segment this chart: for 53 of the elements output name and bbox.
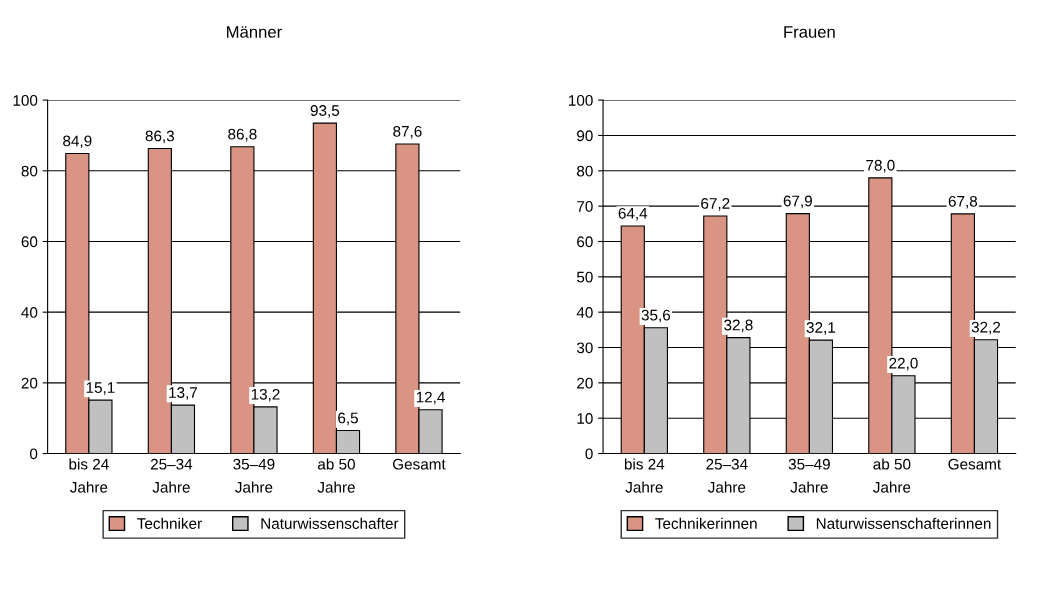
y-tick-label: 100 (13, 95, 38, 106)
y-tick-label: 20 (21, 377, 38, 389)
data-label: 67,2 (701, 198, 730, 211)
data-label: 64,4 (618, 207, 648, 221)
y-tick-label: 90 (577, 130, 593, 142)
x-tick-label: ab 50 Jahre (873, 458, 911, 493)
data-label: 93,5 (310, 105, 340, 118)
data-label: 22,0 (889, 357, 918, 371)
data-label: 87,6 (393, 125, 422, 139)
x-tick-label: bis 24 Jahre (624, 458, 665, 493)
data-label: 6,5 (338, 412, 358, 426)
x-tick-label: ab 50 Jahre (317, 458, 355, 493)
chart-title: Frauen (784, 26, 835, 38)
y-tick-label: 60 (577, 236, 593, 248)
data-label: 35,6 (641, 309, 671, 323)
data-label: 67,9 (783, 195, 812, 209)
data-label: 32,2 (971, 321, 1001, 335)
data-label: 13,7 (169, 387, 198, 400)
data-label: 13,2 (251, 388, 280, 402)
legend-label: Naturwissenschafter (261, 517, 399, 529)
legend-label: Technikerinnen (655, 517, 757, 529)
data-label: 32,8 (724, 319, 753, 333)
x-tick-label: Gesamt (392, 458, 446, 470)
x-tick-label: 35–49 Jahre (788, 458, 830, 493)
y-tick-label: 80 (21, 165, 38, 177)
y-tick-label: 0 (29, 448, 38, 460)
y-tick-label: 20 (577, 377, 593, 389)
y-tick-label: 60 (21, 236, 38, 248)
y-tick-label: 0 (585, 448, 593, 460)
data-label: 86,3 (145, 130, 175, 144)
data-label: 78,0 (866, 159, 895, 173)
y-tick-label: 50 (576, 271, 593, 283)
data-label: 12,4 (416, 391, 445, 405)
x-tick-label: 25–34 Jahre (706, 458, 748, 493)
data-label: 86,8 (228, 128, 257, 142)
y-tick-label: 100 (569, 95, 593, 106)
x-tick-label: bis 24 Jahre (69, 458, 109, 493)
y-tick-label: 40 (576, 307, 593, 318)
data-label: 84,9 (63, 135, 92, 149)
chart-title: Männer (227, 26, 282, 38)
data-label: 32,1 (806, 322, 836, 335)
legend-label: Techniker (137, 517, 202, 529)
data-label: 67,8 (948, 195, 978, 209)
data-label: 15,1 (86, 382, 115, 395)
x-tick-label: 25–34 Jahre (150, 458, 193, 493)
y-tick-label: 70 (577, 201, 593, 212)
y-tick-label: 10 (577, 413, 593, 424)
y-tick-label: 30 (576, 342, 593, 354)
y-tick-label: 80 (577, 165, 593, 177)
y-tick-label: 40 (21, 307, 38, 318)
legend-label: Naturwissenschafterinnen (816, 517, 991, 529)
x-tick-label: Gesamt (948, 458, 1002, 470)
x-tick-label: 35–49 Jahre (233, 458, 275, 493)
